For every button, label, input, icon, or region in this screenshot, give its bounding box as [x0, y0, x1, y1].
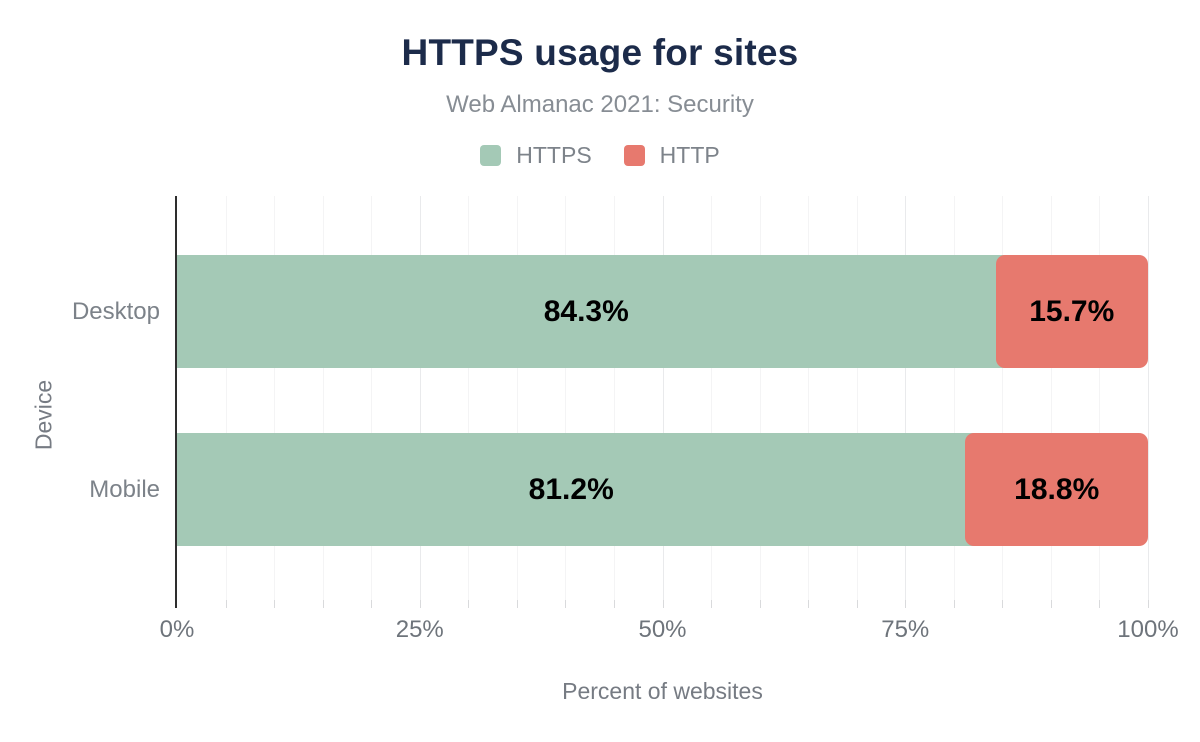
x-axis-tick — [371, 600, 373, 608]
major-gridline — [905, 196, 907, 600]
minor-gridline — [759, 196, 761, 600]
x-axis-tick — [565, 600, 567, 608]
category-label: Mobile — [89, 475, 160, 503]
chart-title: HTTPS usage for sites — [401, 32, 799, 73]
minor-gridline — [856, 196, 858, 600]
minor-gridline — [953, 196, 955, 600]
chart-subtitle: Web Almanac 2021: Security — [446, 91, 754, 118]
x-axis-tick — [905, 600, 907, 608]
minor-gridline — [468, 196, 470, 600]
major-gridline — [662, 196, 664, 600]
y-axis-title: Device — [30, 379, 57, 451]
minor-gridline — [565, 196, 567, 600]
minor-gridline — [516, 196, 518, 600]
major-gridline — [419, 196, 421, 600]
plot-area: 84.3% 15.7% 81.2% 18.8% — [175, 196, 1149, 608]
x-axis-tick — [516, 600, 518, 608]
y-axis-line — [175, 196, 177, 608]
minor-gridline — [808, 196, 810, 600]
minor-gridline — [1050, 196, 1052, 600]
x-axis-tick — [856, 600, 858, 608]
minor-gridline — [225, 196, 227, 600]
bar-segment-http — [995, 255, 1148, 368]
value-label: 18.8% — [1014, 472, 1100, 506]
x-axis-tick — [419, 600, 421, 608]
x-tick-label: 50% — [638, 616, 687, 643]
legend-label-https: HTTPS — [516, 142, 592, 168]
minor-gridline — [1002, 196, 1004, 600]
x-axis-tick — [1148, 600, 1149, 608]
legend: HTTPS HTTP — [0, 142, 1200, 169]
minor-gridline — [322, 196, 324, 600]
bar-row: 84.3% 15.7% — [177, 255, 1148, 368]
value-label: 84.3% — [543, 294, 629, 328]
minor-gridline — [711, 196, 713, 600]
x-axis-tick — [322, 600, 324, 608]
major-gridline — [1148, 196, 1149, 600]
x-axis-tick — [274, 600, 276, 608]
minor-gridline — [274, 196, 276, 600]
x-axis-tick — [1050, 600, 1052, 608]
x-axis-tick — [1099, 600, 1101, 608]
x-axis-tick — [759, 600, 761, 608]
x-axis-tick — [953, 600, 955, 608]
x-axis-tick — [662, 600, 664, 608]
x-axis-tick — [468, 600, 470, 608]
x-axis-tick — [225, 600, 227, 608]
bar-segment-https — [177, 433, 975, 546]
x-axis-tick — [1002, 600, 1004, 608]
minor-gridline — [613, 196, 615, 600]
legend-label-http: HTTP — [659, 142, 720, 168]
bar-segment-http — [965, 433, 1148, 546]
minor-gridline — [371, 196, 373, 600]
legend-item-http: HTTP — [623, 142, 720, 169]
category-label: Desktop — [71, 297, 160, 325]
x-axis-tick — [711, 600, 713, 608]
bar-row: 81.2% 18.8% — [177, 433, 1148, 546]
value-label: 81.2% — [528, 472, 614, 506]
x-tick-label: 100% — [1117, 616, 1179, 643]
x-tick-label: 75% — [881, 616, 930, 643]
x-axis-tick — [808, 600, 810, 608]
legend-item-https: HTTPS — [480, 142, 592, 169]
legend-swatch-https-icon — [480, 145, 502, 166]
x-tick-label: 0% — [159, 616, 195, 643]
bar-segment-https — [177, 255, 1005, 368]
value-label: 15.7% — [1029, 294, 1115, 328]
x-tick-label: 25% — [395, 616, 444, 643]
x-axis-title: Percent of websites — [562, 678, 763, 704]
legend-swatch-http-icon — [623, 145, 645, 166]
minor-gridline — [1099, 196, 1101, 600]
x-axis-tick — [613, 600, 615, 608]
